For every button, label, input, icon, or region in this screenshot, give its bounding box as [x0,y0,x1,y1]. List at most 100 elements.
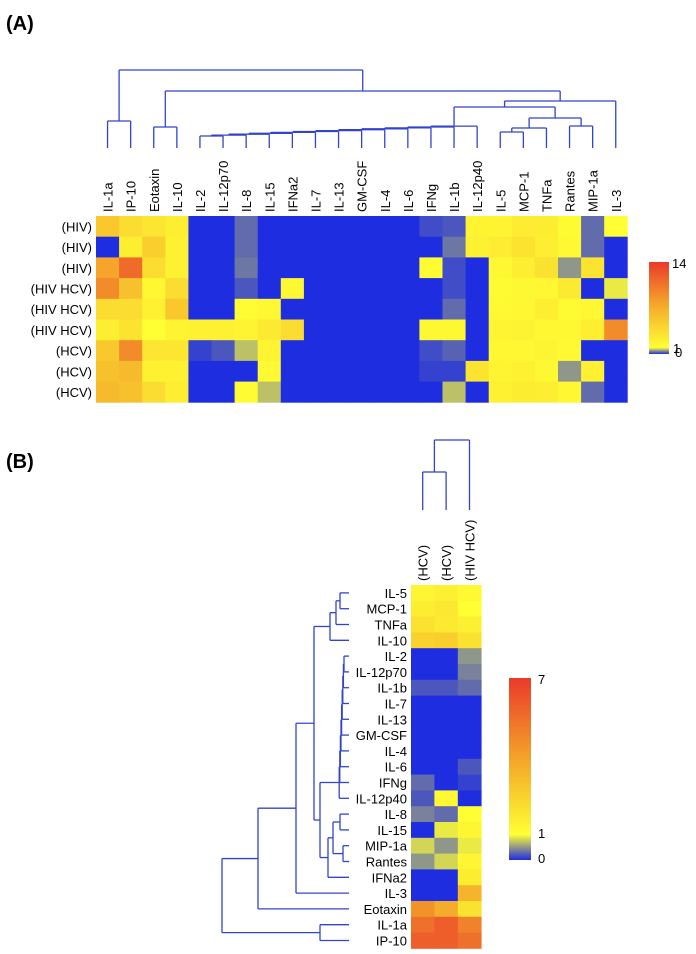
row-label: GM-CSF [356,728,407,743]
heatmap-cell [188,381,212,403]
row-label: IL-8 [385,807,407,822]
heatmap-cell [534,319,559,341]
heatmap-cell [96,236,120,258]
heatmap-cell [442,319,466,341]
heatmap-cell [165,236,189,258]
panel-a-label: (A) [6,13,34,35]
row-label: IL-12p70 [356,665,407,680]
heatmap-cell [411,916,435,933]
heatmap-cell [604,278,628,300]
heatmap-cell [434,600,459,617]
heatmap-cell [188,236,212,258]
row-label: IL-13 [377,712,407,727]
heatmap-cell [411,648,435,665]
heatmap-cell [257,319,282,341]
heatmap-cell [558,360,582,382]
heatmap-cell [327,236,351,258]
heatmap-cell [488,360,513,382]
column-label: (HCV) [416,545,431,581]
heatmap-cell [581,216,605,238]
heatmap-cell [465,340,490,362]
heatmap-cell [558,298,582,320]
heatmap-cell [442,257,466,279]
heatmap-cell [327,360,351,382]
heatmap-cell [434,837,459,854]
row-label: MIP-1a [365,839,408,854]
heatmap-cell [457,885,482,902]
heatmap-cell [434,806,459,823]
heatmap-cell [142,319,166,341]
column-label: IL-3 [609,190,624,212]
heatmap-cell [257,360,282,382]
heatmap-cell [558,236,582,258]
heatmap-cell [411,790,435,807]
column-label: IL-1a [101,182,116,212]
heatmap-cell [434,632,459,649]
column-label: IL-13 [332,182,347,212]
heatmap-cell [396,381,420,403]
column-label: IFNg [424,184,439,212]
row-label: IL-6 [385,760,407,775]
column-label: IL-4 [378,190,393,212]
row-label: IFNg [379,776,407,791]
row-label: (HCV) [56,364,92,379]
heatmap-cell [96,216,120,238]
heatmap-cell [188,298,212,320]
heatmap-cell [119,360,143,382]
heatmap-cell [411,822,435,839]
heatmap-cell [142,298,166,320]
heatmap-cell [434,585,459,602]
column-label: IL-8 [239,190,254,212]
heatmap-cell [411,632,435,649]
heatmap-cell [373,278,397,300]
heatmap-cell [350,340,374,362]
heatmap-cell [434,853,459,870]
heatmap-cell [234,360,259,382]
row-label: MCP-1 [367,602,407,617]
heatmap-cell [411,806,435,823]
heatmap-cell [211,257,235,279]
heatmap-cell [373,216,397,238]
heatmap-cell [373,257,397,279]
heatmap-cell [119,216,143,238]
heatmap-cell [419,278,443,300]
row-label: IL-3 [385,886,407,901]
heatmap-cell [373,319,397,341]
heatmap-cell [419,298,443,320]
heatmap-cell [488,257,513,279]
heatmap-cell [165,278,189,300]
heatmap-cell [373,381,397,403]
heatmap-cell [165,257,189,279]
heatmap-cell [434,758,459,775]
heatmap-cell [604,216,628,238]
heatmap-cell [350,236,374,258]
heatmap-cell [257,278,282,300]
heatmap-cell [188,216,212,238]
heatmap-cell [211,319,235,341]
heatmap-cell [411,869,435,886]
heatmap-cell [257,236,282,258]
heatmap-cell [604,298,628,320]
heatmap-cell [396,216,420,238]
heatmap-cell [604,360,628,382]
heatmap-cell [396,340,420,362]
heatmap-cell [142,278,166,300]
heatmap-cell [411,711,435,728]
heatmap-cell [465,319,490,341]
heatmap-cell [257,381,282,403]
heatmap-cell [558,319,582,341]
row-label: (HIV HCV) [31,302,92,317]
panel-b-heatmap [411,585,482,949]
heatmap-cell [373,360,397,382]
heatmap-cell [411,774,435,791]
column-label: IL-12p70 [216,161,231,212]
heatmap-cell [396,360,420,382]
heatmap-cell [434,679,459,696]
column-label: TNFa [539,179,554,212]
row-label: IL-2 [385,649,407,664]
heatmap-cell [534,216,559,238]
heatmap-cell [558,381,582,403]
row-label: Rantes [366,855,408,870]
heatmap-cell [488,298,513,320]
heatmap-cell [465,360,490,382]
